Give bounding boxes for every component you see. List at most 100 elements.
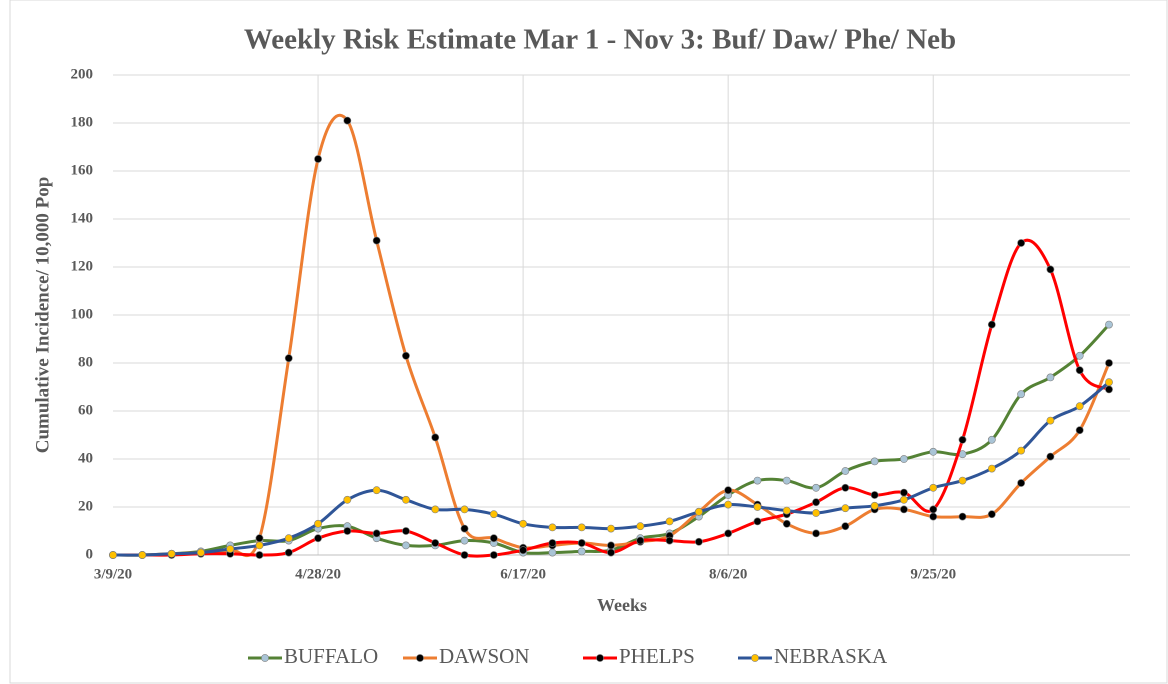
point-marker: [284, 534, 293, 543]
point-marker: [343, 527, 352, 535]
legend-item: DAWSON: [403, 644, 529, 668]
point-marker: [841, 467, 850, 475]
point-marker: [724, 486, 733, 495]
point-marker: [372, 529, 381, 538]
point-marker: [1105, 378, 1113, 387]
point-marker: [577, 539, 586, 547]
point-marker: [1017, 239, 1026, 247]
point-marker: [372, 236, 381, 245]
point-marker: [694, 537, 703, 546]
legend-marker: [416, 654, 424, 662]
point-marker: [812, 498, 820, 507]
point-marker: [519, 546, 528, 555]
y-tick-label: 120: [71, 258, 94, 274]
point-marker: [460, 536, 469, 545]
chart-frame: [9, 0, 1168, 684]
point-marker: [870, 501, 879, 510]
point-marker: [548, 548, 557, 557]
y-tick-label: 20: [78, 498, 93, 514]
point-marker: [372, 486, 381, 495]
point-marker: [607, 541, 615, 550]
point-marker: [958, 512, 967, 521]
y-tick-label: 140: [71, 210, 94, 226]
point-marker: [841, 522, 850, 531]
point-marker: [870, 457, 879, 466]
legend-marker: [751, 654, 759, 662]
point-marker: [900, 488, 908, 497]
point-marker: [138, 551, 147, 559]
point-marker: [694, 507, 703, 516]
legend-item: NEBRASKA: [738, 644, 888, 668]
point-marker: [929, 512, 938, 521]
point-marker: [900, 495, 908, 504]
point-marker: [987, 464, 996, 473]
point-marker: [1075, 426, 1084, 435]
x-tick-label: 8/6/20: [709, 566, 747, 582]
point-marker: [577, 547, 586, 556]
point-marker: [987, 510, 996, 519]
y-tick-label: 0: [86, 546, 94, 562]
point-marker: [812, 483, 820, 492]
y-tick-label: 200: [71, 66, 94, 82]
point-marker: [1075, 366, 1084, 375]
point-marker: [636, 536, 645, 545]
point-marker: [636, 522, 645, 531]
x-axis-label: Weeks: [597, 595, 647, 615]
point-marker: [255, 534, 264, 543]
x-tick-label: 3/9/20: [94, 566, 132, 582]
point-marker: [402, 495, 410, 504]
point-marker: [314, 534, 322, 543]
y-tick-label: 180: [71, 114, 94, 130]
x-tick-label: 6/17/20: [500, 566, 546, 582]
point-marker: [226, 545, 235, 553]
point-marker: [724, 500, 733, 509]
y-tick-label: 100: [71, 306, 94, 322]
point-marker: [284, 354, 293, 363]
point-marker: [812, 509, 820, 517]
legend-label: DAWSON: [439, 644, 529, 668]
point-marker: [1105, 320, 1113, 329]
point-marker: [1105, 359, 1113, 367]
point-marker: [812, 529, 820, 538]
point-marker: [431, 433, 440, 442]
point-marker: [519, 519, 528, 528]
y-tick-label: 60: [78, 402, 93, 418]
point-marker: [1046, 452, 1055, 461]
point-marker: [431, 539, 440, 547]
point-marker: [900, 505, 908, 514]
point-marker: [548, 523, 557, 532]
point-marker: [929, 505, 938, 514]
point-marker: [782, 519, 791, 528]
point-marker: [314, 519, 322, 528]
point-marker: [343, 495, 352, 504]
point-marker: [958, 476, 967, 485]
legend-marker: [261, 654, 269, 662]
point-marker: [489, 510, 498, 519]
point-marker: [1105, 385, 1113, 394]
point-marker: [1017, 479, 1026, 487]
x-tick-label: 4/28/20: [295, 566, 341, 582]
legend-label: NEBRASKA: [774, 644, 888, 668]
point-marker: [402, 541, 410, 550]
point-marker: [1075, 351, 1084, 360]
point-marker: [548, 539, 557, 547]
point-marker: [870, 491, 879, 499]
point-marker: [607, 524, 615, 533]
x-tick-label: 9/25/20: [910, 566, 956, 582]
point-marker: [284, 548, 293, 557]
legend-item: PHELPS: [583, 644, 695, 668]
point-marker: [431, 505, 440, 514]
point-marker: [402, 527, 410, 535]
point-marker: [489, 551, 498, 559]
point-marker: [753, 476, 762, 485]
point-marker: [782, 476, 791, 485]
point-marker: [109, 551, 117, 559]
legend-marker: [596, 654, 604, 662]
point-marker: [167, 549, 176, 558]
point-marker: [460, 505, 469, 514]
point-marker: [724, 529, 733, 538]
point-marker: [607, 548, 615, 557]
point-marker: [460, 524, 469, 533]
point-marker: [958, 435, 967, 444]
point-marker: [1046, 416, 1055, 425]
